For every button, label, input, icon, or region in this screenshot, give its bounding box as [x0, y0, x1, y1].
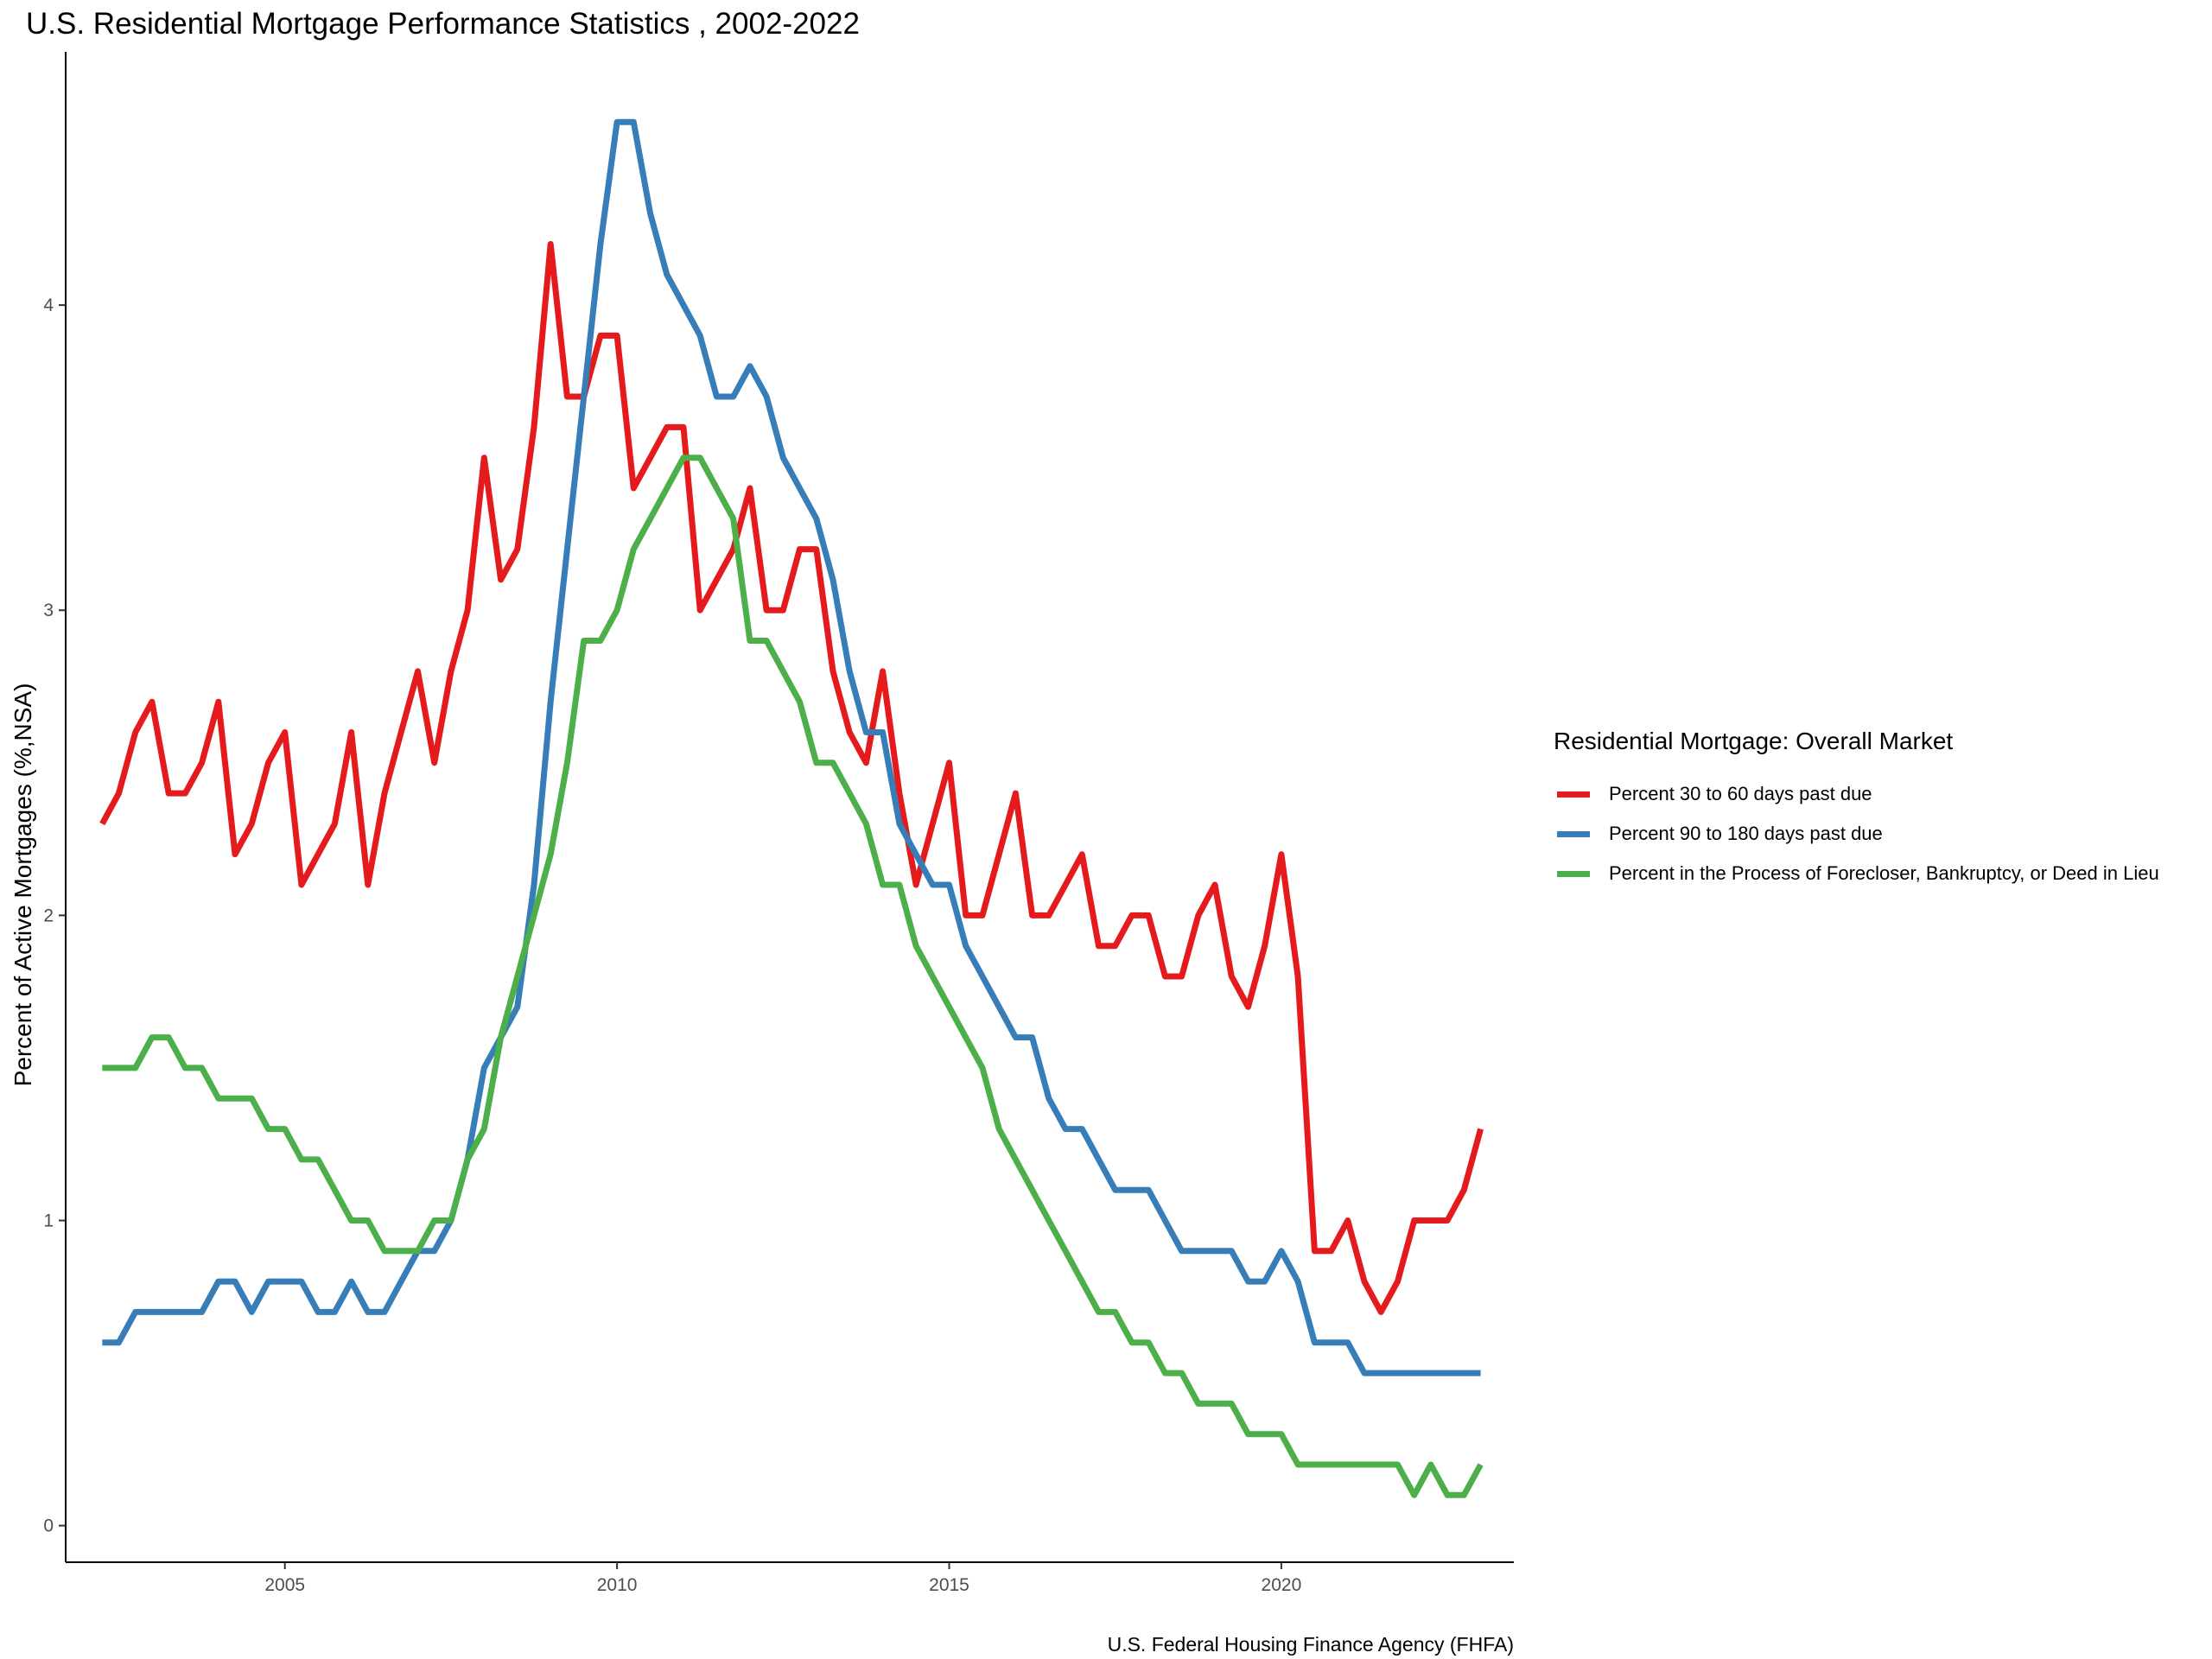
legend-key	[1557, 870, 1590, 877]
x-tick-label: 2005	[264, 1575, 305, 1595]
series-line-1	[99, 241, 1484, 1315]
y-tick-label: 4	[43, 296, 54, 315]
y-tick-label: 3	[43, 601, 54, 620]
legend-label: Percent 90 to 180 days past due	[1609, 823, 1883, 844]
tick-labels: 0 1 2 3 4 2005 2010 2015 2020	[43, 296, 1301, 1595]
axes	[65, 52, 1514, 1563]
legend-title: Residential Mortgage: Overall Market	[1554, 728, 1954, 754]
legend-item-2: Percent 90 to 180 days past due	[1554, 814, 2159, 854]
y-tick-label: 1	[43, 1211, 54, 1230]
legend-label: Percent in the Process of Forecloser, Ba…	[1609, 862, 2159, 884]
y-tick-label: 0	[43, 1516, 54, 1536]
series-line-2	[102, 118, 1481, 1376]
series-line-3	[102, 454, 1484, 1498]
y-tick-label: 2	[43, 906, 54, 925]
x-tick-label: 2020	[1262, 1575, 1302, 1595]
legend-item-3: Percent in the Process of Forecloser, Ba…	[1554, 854, 2159, 893]
x-tick-label: 2010	[597, 1575, 638, 1595]
legend-key	[1557, 830, 1590, 837]
source-caption: U.S. Federal Housing Finance Agency (FHF…	[1107, 1633, 1514, 1656]
x-tick-label: 2015	[929, 1575, 969, 1595]
legend: Residential Mortgage: Overall Market Per…	[1554, 728, 2159, 893]
legend-items: Percent 30 to 60 days past due Percent 90…	[1554, 774, 2159, 893]
legend-item-1: Percent 30 to 60 days past due	[1554, 774, 2159, 814]
chart-title: U.S. Residential Mortgage Performance St…	[26, 7, 860, 41]
legend-key	[1557, 791, 1590, 798]
legend-label: Percent 30 to 60 days past due	[1609, 783, 1872, 804]
y-axis-title: Percent of Active Mortgages (%,NSA)	[10, 683, 36, 1087]
series-lines	[99, 118, 1484, 1498]
